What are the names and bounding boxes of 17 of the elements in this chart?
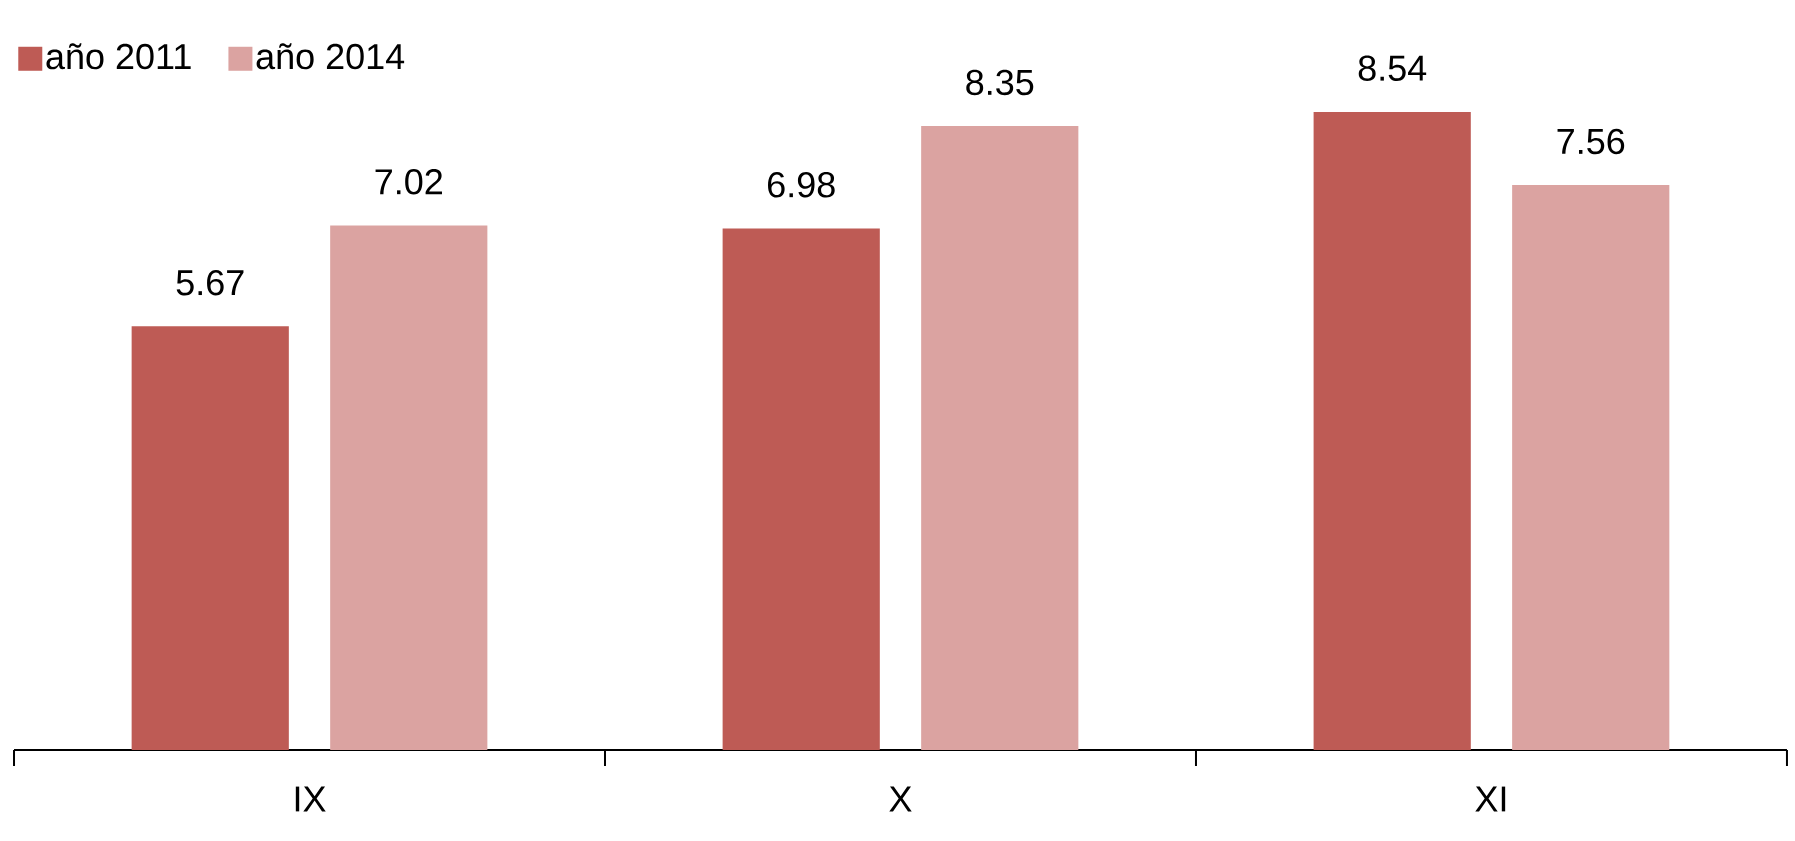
legend-label: año 2011 bbox=[46, 43, 191, 70]
bar bbox=[722, 228, 880, 750]
data-label: 7.56 bbox=[1557, 128, 1625, 155]
legend-label: año 2014 bbox=[256, 43, 405, 70]
x-tick-label: XI bbox=[1475, 786, 1506, 812]
data-label: 6.98 bbox=[768, 172, 835, 198]
data-label: 8.35 bbox=[966, 69, 1034, 96]
x-tick-label: IX bbox=[295, 786, 326, 812]
bar bbox=[1313, 111, 1471, 750]
data-label: 8.54 bbox=[1358, 55, 1427, 81]
bar bbox=[131, 326, 289, 750]
data-label: 5.67 bbox=[176, 269, 244, 296]
bar bbox=[330, 225, 488, 750]
bar bbox=[921, 126, 1079, 750]
bar bbox=[1512, 185, 1670, 750]
data-label: 7.02 bbox=[375, 169, 442, 195]
x-tick-label: X bbox=[889, 786, 912, 812]
